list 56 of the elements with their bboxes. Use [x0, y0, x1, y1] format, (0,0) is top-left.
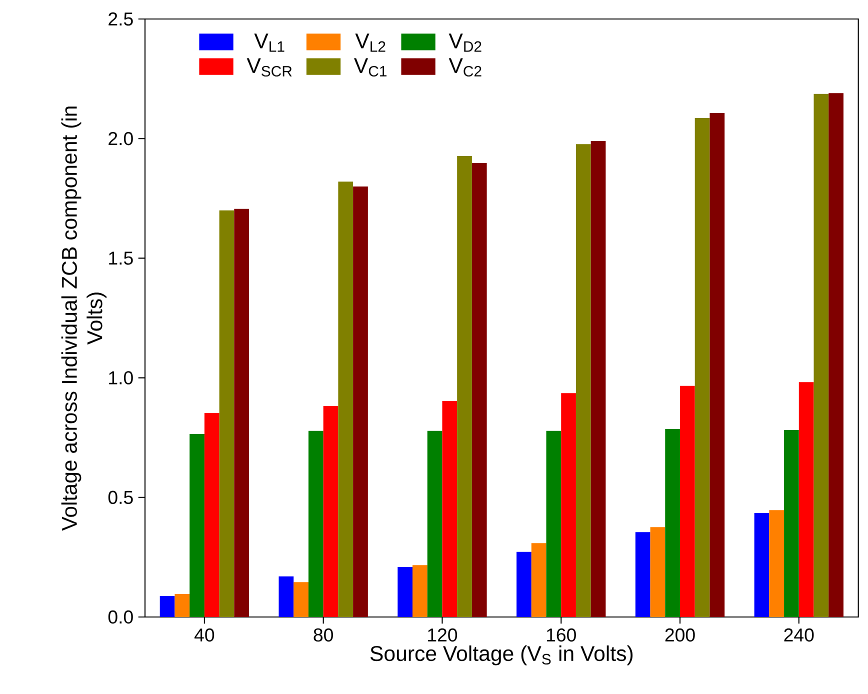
x-tick-label: 120	[428, 628, 458, 642]
y-tick-label: 2.0	[108, 132, 133, 146]
legend-label: V$_{D2}$	[448, 34, 482, 52]
bar	[219, 210, 234, 618]
y-axis-title: Voltage across Individual ZCB component (in Volts)	[61, 106, 107, 531]
bar	[353, 186, 368, 618]
bar	[828, 93, 844, 618]
y-tick-label: 2.5	[108, 12, 133, 26]
bar	[798, 382, 814, 618]
bar	[338, 182, 354, 618]
x-tick-label: 240	[784, 628, 814, 642]
legend-label: V$_{C2}$	[448, 58, 482, 77]
bar	[516, 552, 532, 618]
x-tick-label: 160	[546, 628, 576, 642]
y-tick-label: 1.5	[109, 252, 133, 265]
y-tick-label: 0.0	[108, 610, 133, 624]
bar	[576, 144, 591, 618]
legend-label: V$_{SCR}$	[246, 58, 292, 77]
bar	[680, 386, 695, 618]
bar	[398, 567, 413, 618]
bar	[278, 576, 294, 618]
bar	[635, 532, 650, 618]
bar	[754, 512, 770, 618]
bar	[784, 430, 799, 618]
bar	[814, 94, 829, 618]
bar	[531, 543, 546, 618]
bar	[472, 163, 487, 618]
bar	[174, 594, 190, 618]
bar	[769, 510, 784, 618]
bar	[665, 428, 680, 618]
x-tick-label: 80	[314, 628, 333, 642]
bar	[427, 430, 442, 618]
legend-label: V$_{C1}$	[354, 58, 386, 77]
y-tick-label: 0.5	[108, 490, 133, 504]
x-tick-label: 40	[194, 628, 214, 642]
bar	[160, 596, 175, 618]
y-tick-label: 1.0	[109, 371, 133, 384]
bar	[323, 406, 338, 618]
bar	[650, 527, 666, 618]
bar	[694, 118, 710, 618]
legend-label: V$_{L2}$	[355, 34, 386, 52]
bar	[204, 412, 220, 618]
bar	[294, 582, 308, 618]
bar	[546, 430, 562, 618]
bar	[412, 565, 428, 618]
bar	[308, 430, 324, 618]
bar	[710, 113, 725, 618]
bar	[590, 140, 606, 618]
bar	[190, 434, 204, 618]
bar	[561, 393, 576, 618]
bar	[442, 401, 458, 618]
bar	[234, 208, 250, 618]
legend-label: V$_{L1}$	[254, 34, 284, 52]
bar	[457, 156, 472, 618]
x-axis-title: Source Voltage (V$_{S}$ in Volts)	[370, 645, 633, 666]
x-tick-label: 200	[665, 628, 695, 642]
